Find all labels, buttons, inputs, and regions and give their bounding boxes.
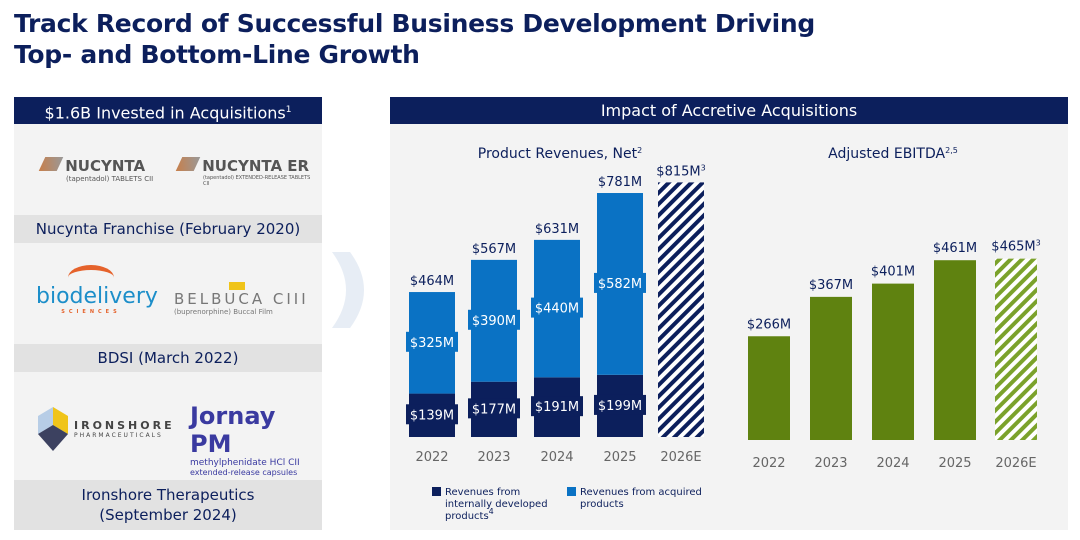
acquisitions-panel: $1.6B Invested in Acquisitions1 NUCYNTA(… (14, 97, 322, 530)
jornay-logo: Jornay PM methylphenidate HCl CII extended… (190, 402, 300, 477)
data-label-total: $567M (472, 242, 516, 257)
legend-label-internal: internally developed (445, 499, 548, 510)
data-label-total: $815M3 (656, 163, 705, 179)
x-tick-label: 2026E (995, 456, 1036, 471)
data-label-ebitda: $465M3 (991, 239, 1040, 255)
data-label-internal: $139M (410, 408, 454, 423)
legend-label-internal: products4 (445, 507, 494, 522)
x-tick-label: 2025 (603, 450, 636, 465)
data-label-ebitda: $401M (871, 265, 915, 280)
chevron-right-icon (332, 252, 364, 328)
nucynta-caption: Nucynta Franchise (February 2020) (14, 215, 322, 243)
data-label-ebitda: $367M (809, 278, 853, 293)
x-tick-label: 2026E (660, 450, 701, 465)
page-title: Track Record of Successful Business Deve… (14, 8, 815, 70)
data-label-ebitda: $266M (747, 317, 791, 332)
x-tick-label: 2024 (876, 456, 909, 471)
bar-ebitda (810, 296, 852, 440)
data-label-ebitda: $461M (933, 241, 977, 256)
legend-label-acquired: Revenues from acquired (580, 487, 702, 498)
biodelivery-logo: biodelivery SCIENCES (36, 265, 158, 315)
data-label-bg (406, 404, 458, 425)
data-label-bg (594, 272, 646, 293)
data-label-acquired: $390M (472, 314, 516, 329)
title-line-2: Top- and Bottom-Line Growth (14, 40, 420, 69)
data-label-internal: $177M (472, 402, 516, 417)
x-tick-label: 2022 (415, 450, 448, 465)
ironshore-caption: Ironshore Therapeutics (September 2024) (14, 480, 322, 530)
nucynta-er-logo: NUCYNTA ER (tapentadol) EXTENDED-RELEASE … (175, 157, 313, 187)
data-label-bg (406, 331, 458, 352)
legend-swatch-acquired (567, 487, 576, 496)
x-tick-label: 2024 (540, 450, 573, 465)
x-tick-label: 2023 (477, 450, 510, 465)
impact-header: Impact of Accretive Acquisitions (390, 97, 1068, 124)
title-line-1: Track Record of Successful Business Deve… (14, 9, 815, 38)
acquisitions-header: $1.6B Invested in Acquisitions1 (14, 97, 322, 124)
data-label-bg (531, 396, 583, 417)
data-label-bg (468, 309, 520, 330)
x-tick-label: 2025 (938, 456, 971, 471)
legend-label-acquired: products (580, 499, 624, 510)
legend-swatch-internal (432, 487, 441, 496)
chart-title: Product Revenues, Net2 (478, 146, 642, 162)
data-label-bg (531, 297, 583, 318)
data-label-bg (594, 394, 646, 415)
nucynta-logo: NUCYNTA (tapentadol) TABLETS CII (38, 157, 153, 183)
bar-ebitda (934, 260, 976, 440)
data-label-internal: $191M (535, 400, 579, 415)
data-label-total: $781M (598, 175, 642, 190)
data-label-acquired: $440M (535, 302, 579, 317)
x-tick-label: 2022 (752, 456, 785, 471)
bar-projected (658, 182, 704, 437)
data-label-acquired: $582M (598, 277, 642, 292)
data-label-bg (468, 398, 520, 419)
data-label-acquired: $325M (410, 336, 454, 351)
bar-ebitda (995, 258, 1037, 440)
x-tick-label: 2023 (814, 456, 847, 471)
chart-title: Adjusted EBITDA2,5 (828, 146, 958, 162)
bar-ebitda (748, 336, 790, 440)
data-label-internal: $199M (598, 399, 642, 414)
bar-ebitda (872, 283, 914, 440)
ironshore-logo: IRONSHORE PHARMACEUTICALS (38, 407, 175, 451)
data-label-total: $464M (410, 274, 454, 289)
bdsi-caption: BDSI (March 2022) (14, 344, 322, 372)
data-label-total: $631M (535, 222, 579, 237)
legend-label-internal: Revenues from (445, 487, 520, 498)
belbuca-logo: BELBUCA CIII (buprenorphine) Buccal Film (174, 282, 309, 316)
